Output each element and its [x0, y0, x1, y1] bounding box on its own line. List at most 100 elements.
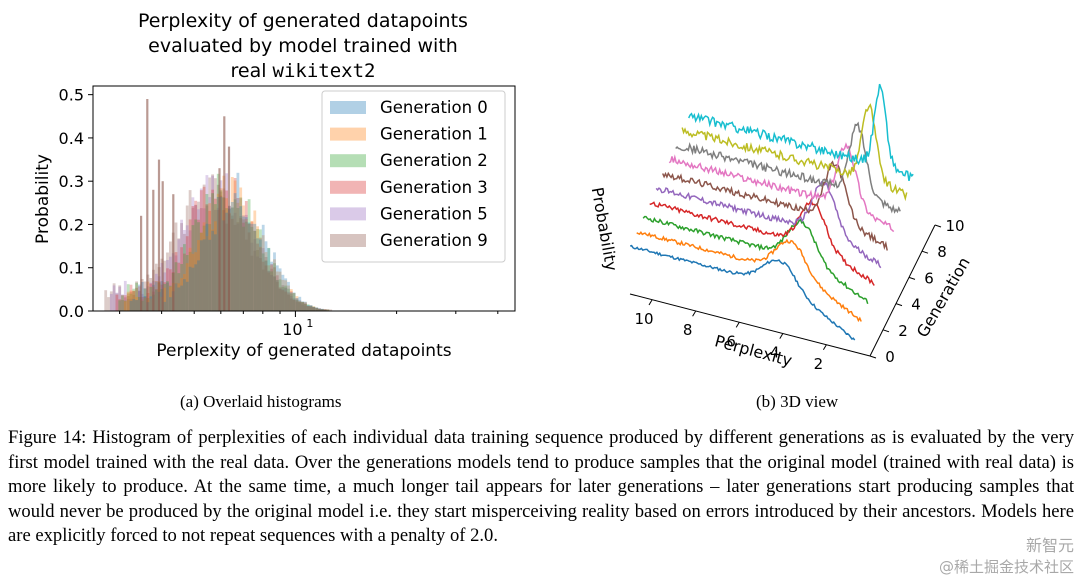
- histogram-bar: [132, 290, 136, 311]
- histogram-bar: [261, 248, 265, 311]
- histogram-bar: [304, 305, 307, 311]
- histogram-bar: [166, 268, 169, 311]
- generation-axis-label: Generation: [913, 254, 974, 341]
- histogram-spike: [223, 116, 226, 311]
- histogram-bar: [318, 309, 321, 311]
- histogram-bar: [315, 307, 319, 311]
- histogram-bar: [315, 308, 319, 311]
- histogram-bar: [242, 216, 245, 311]
- histogram-bar: [112, 285, 116, 311]
- histogram-spike: [218, 168, 221, 311]
- histogram-bar: [174, 282, 178, 311]
- histogram-bar: [174, 222, 178, 311]
- histogram-bar: [304, 303, 307, 311]
- legend-frame: [321, 90, 506, 263]
- histogram-bar: [273, 276, 276, 311]
- histogram-bar: [309, 305, 313, 311]
- histogram-bar: [230, 215, 234, 311]
- histogram-bar: [169, 285, 172, 311]
- histogram-bar: [242, 219, 245, 311]
- histogram-bar: [183, 253, 186, 311]
- histogram-bar: [304, 301, 307, 311]
- histogram-bar: [309, 305, 313, 311]
- histogram-bar: [202, 239, 206, 311]
- histogram-bar: [154, 281, 158, 311]
- histogram-bar: [289, 291, 293, 311]
- histogram-bar: [126, 293, 130, 311]
- histogram-bar: [115, 294, 119, 311]
- histogram-bar: [123, 300, 127, 311]
- histogram-bar: [278, 287, 282, 311]
- histogram-spike: [140, 215, 143, 311]
- watermark-brand: 新智元: [1025, 536, 1074, 555]
- histogram-bar: [174, 255, 178, 311]
- waterfall-line: [675, 121, 901, 214]
- histogram-bar: [261, 235, 265, 311]
- histogram-bar: [250, 221, 254, 311]
- histogram-bar: [242, 222, 245, 311]
- histogram-bar: [320, 309, 324, 311]
- histogram-bar: [208, 177, 212, 311]
- watermark-source: @稀土掘金技术社区: [938, 558, 1074, 576]
- histogram-bar: [292, 293, 296, 311]
- histogram-bar: [135, 297, 138, 311]
- perplexity-axis-label: Perplexity: [713, 331, 795, 370]
- histogram-bar: [295, 299, 299, 311]
- histogram-bar: [185, 255, 189, 311]
- histogram-bar: [250, 223, 254, 311]
- histogram-bar: [275, 280, 279, 311]
- histogram-bar: [216, 207, 220, 311]
- y-tick-label: 0.1: [59, 259, 84, 278]
- histogram-bar: [143, 281, 147, 311]
- histogram-bar: [149, 298, 153, 311]
- histogram-bar: [216, 173, 220, 311]
- histogram-bar: [287, 281, 290, 311]
- histogram-bar: [292, 292, 296, 311]
- histogram-bar: [163, 301, 167, 311]
- histogram-bar: [140, 279, 144, 311]
- histogram-bar: [191, 197, 195, 311]
- histogram-bar: [149, 282, 153, 311]
- generation-tick: [882, 329, 890, 333]
- histogram-bar: [205, 236, 209, 311]
- histogram-bar: [284, 285, 288, 311]
- perplexity-tick: [735, 322, 740, 328]
- perplexity-tick: [822, 344, 827, 351]
- histogram-bar: [214, 198, 217, 311]
- histogram-bar: [185, 281, 189, 311]
- x-tick-label-exponent: 1: [306, 317, 313, 330]
- histogram-bar: [123, 301, 127, 311]
- histogram-bar: [208, 203, 212, 311]
- histogram-bar: [149, 278, 153, 311]
- histogram-bar: [239, 216, 243, 311]
- histogram-bar: [202, 186, 206, 311]
- histogram-bar: [216, 184, 220, 311]
- perplexity-tick: [648, 299, 653, 306]
- x-axis-label: Perplexity of generated datapoints: [156, 341, 451, 361]
- histogram-bar: [261, 253, 265, 311]
- histogram-bar: [197, 219, 200, 311]
- histogram-bar: [230, 207, 234, 311]
- histogram-bar: [233, 212, 237, 311]
- generation-tick-label: 8: [937, 243, 947, 261]
- histogram-bar: [284, 280, 288, 311]
- y-tick-label: 0.4: [59, 129, 84, 148]
- histogram-bar: [301, 304, 304, 311]
- histogram-bar: [267, 272, 271, 311]
- histogram-bar: [208, 197, 212, 311]
- histogram-bar: [242, 205, 245, 311]
- histogram-bar: [318, 308, 321, 311]
- histogram-bar: [129, 298, 133, 311]
- histogram-bar: [267, 248, 271, 311]
- waterfall-line: [636, 231, 862, 323]
- legend-swatch: [330, 207, 366, 221]
- histogram-bar: [219, 196, 223, 311]
- perplexity-tick-label: 6: [726, 332, 736, 350]
- histogram-bar: [273, 267, 276, 311]
- histogram-bar: [118, 299, 122, 311]
- histogram-bar: [205, 223, 209, 311]
- histogram-bar: [123, 297, 127, 311]
- histogram-bar: [188, 230, 192, 311]
- histogram-bar: [180, 278, 183, 311]
- histogram-bar: [287, 288, 290, 311]
